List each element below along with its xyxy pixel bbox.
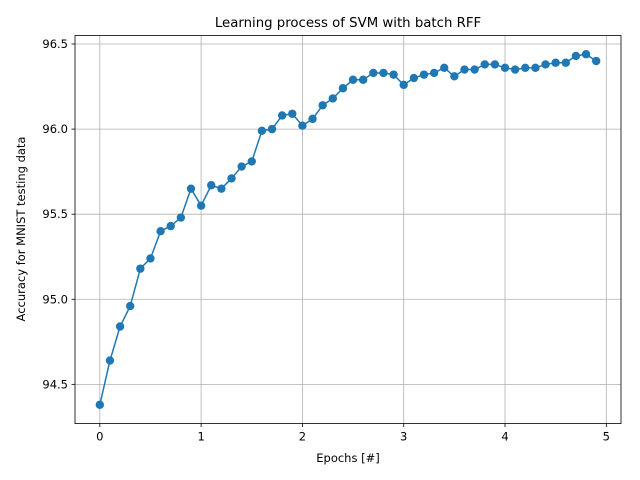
data-point <box>551 58 560 67</box>
x-tick-label: 5 <box>603 430 610 444</box>
plot-area <box>75 35 621 424</box>
data-point <box>460 65 469 74</box>
data-point <box>227 174 236 183</box>
data-point <box>277 111 287 120</box>
data-point <box>521 63 530 73</box>
x-tick-label: 2 <box>299 430 306 444</box>
data-point <box>95 400 105 409</box>
y-tick-label: 95.5 <box>42 207 68 221</box>
data-point <box>257 126 267 135</box>
data-point <box>207 181 216 190</box>
data-series <box>95 50 601 409</box>
data-point <box>217 184 226 193</box>
y-axis-label: Accuracy for MNIST testing data <box>14 137 28 322</box>
x-tick-label: 4 <box>501 430 508 444</box>
y-tick-label: 96.5 <box>42 37 68 51</box>
x-tick-label: 0 <box>96 430 103 444</box>
data-point <box>571 51 581 61</box>
chart-title: Learning process of SVM with batch RFF <box>215 16 481 31</box>
data-point <box>338 84 348 93</box>
data-point <box>288 109 297 118</box>
data-point <box>298 121 307 130</box>
data-point <box>348 75 358 84</box>
data-point <box>490 60 500 69</box>
data-point <box>146 254 155 263</box>
gridlines <box>75 35 621 424</box>
data-point <box>470 65 479 74</box>
y-axis-ticks: 94.5 95.0 95.5 96.0 96.5 <box>42 37 75 391</box>
x-axis-label: Epochs [#] <box>316 451 379 465</box>
data-point <box>429 68 439 78</box>
data-point <box>126 301 135 311</box>
x-tick-label: 1 <box>197 430 204 444</box>
x-axis-ticks: 0 1 2 3 4 5 <box>96 423 610 444</box>
data-point <box>328 94 338 103</box>
data-point <box>237 162 246 171</box>
data-point <box>358 75 368 84</box>
data-point <box>136 264 145 273</box>
data-point <box>389 70 398 79</box>
data-point <box>247 157 256 166</box>
data-point <box>581 50 591 59</box>
data-point <box>115 322 125 331</box>
data-point <box>196 201 206 210</box>
data-point <box>176 213 186 222</box>
data-point <box>166 221 175 231</box>
data-point <box>399 80 408 90</box>
data-point <box>561 58 570 67</box>
data-point <box>379 68 388 78</box>
plot-frame <box>74 35 622 424</box>
data-point <box>409 73 419 83</box>
data-point <box>531 63 540 73</box>
data-point <box>308 114 317 124</box>
data-point <box>450 72 459 81</box>
data-point <box>591 56 601 66</box>
data-point <box>186 184 196 193</box>
y-tick-label: 94.5 <box>42 377 68 391</box>
y-tick-label: 96.0 <box>42 122 68 136</box>
data-point <box>480 60 489 69</box>
data-point <box>267 124 277 134</box>
data-point <box>369 68 378 78</box>
data-point <box>440 63 449 73</box>
data-point <box>318 101 327 110</box>
y-tick-label: 95.0 <box>42 292 68 306</box>
data-point <box>541 60 550 69</box>
data-point <box>510 65 520 74</box>
x-tick-label: 3 <box>400 430 407 444</box>
data-point <box>500 63 510 73</box>
data-point <box>156 227 165 236</box>
data-point <box>419 70 429 79</box>
data-point <box>105 356 115 365</box>
